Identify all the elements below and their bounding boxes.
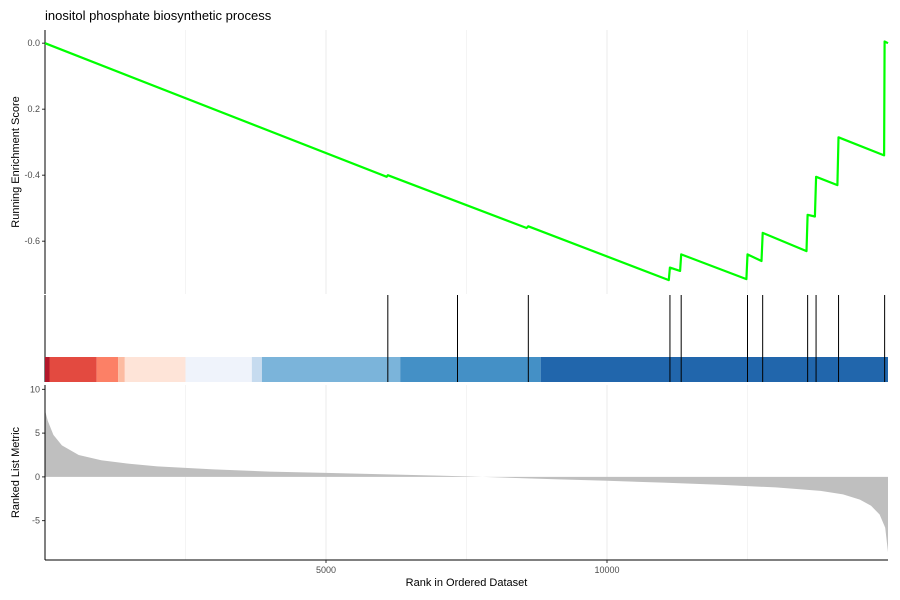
x-axis-title: Rank in Ordered Dataset	[406, 577, 528, 589]
colorbar-segment	[96, 357, 119, 382]
y-tick-label: -0.4	[24, 170, 40, 180]
y-axis-title-ranked: Ranked List Metric	[10, 426, 22, 518]
y-tick-label: -0.6	[24, 236, 40, 246]
colorbar-segment	[251, 357, 262, 382]
colorbar-segment	[540, 357, 888, 382]
colorbar-segment	[45, 357, 50, 382]
chart-title: inositol phosphate biosynthetic process	[45, 8, 272, 23]
y-tick-label: 10	[30, 384, 40, 394]
y-tick-label: 0	[35, 472, 40, 482]
x-tick-label: 5000	[316, 565, 336, 575]
y-tick-label: 0.0	[27, 38, 40, 48]
ranked-metric-area	[45, 410, 888, 553]
x-tick-label: 10000	[594, 565, 619, 575]
colorbar-segment	[124, 357, 186, 382]
colorbar-segment	[49, 357, 97, 382]
y-tick-label: 5	[35, 428, 40, 438]
colorbar-segment	[400, 357, 541, 382]
y-axis-title-enrichment: Running Enrichment Score	[10, 96, 22, 227]
colorbar-segment	[261, 357, 401, 382]
y-tick-label: -5	[32, 516, 40, 526]
y-tick-label: 0.2	[27, 104, 40, 114]
enrichment-line	[44, 40, 889, 282]
colorbar-segment	[185, 357, 252, 382]
colorbar-segment	[118, 357, 125, 382]
